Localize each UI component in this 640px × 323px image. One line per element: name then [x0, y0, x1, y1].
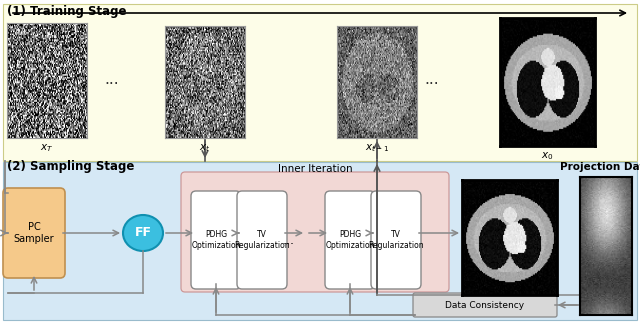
- FancyBboxPatch shape: [371, 191, 421, 289]
- Text: TV
Regularization: TV Regularization: [368, 230, 424, 250]
- Text: FF: FF: [134, 226, 152, 239]
- Text: ...: ...: [425, 72, 439, 88]
- Ellipse shape: [123, 215, 163, 251]
- Text: Inner Iteration: Inner Iteration: [278, 164, 352, 174]
- Text: (2) Sampling Stage: (2) Sampling Stage: [7, 160, 134, 173]
- Text: PDHG
Optimization: PDHG Optimization: [191, 230, 241, 250]
- FancyBboxPatch shape: [181, 172, 449, 292]
- Text: PDHG
Optimization: PDHG Optimization: [325, 230, 375, 250]
- Text: ...: ...: [105, 72, 119, 88]
- Text: Projection Data: Projection Data: [560, 162, 640, 172]
- FancyBboxPatch shape: [325, 191, 375, 289]
- FancyBboxPatch shape: [3, 4, 637, 161]
- Text: (1) Training Stage: (1) Training Stage: [7, 5, 127, 18]
- Text: ...: ...: [283, 234, 295, 246]
- Text: $x_T$: $x_T$: [40, 142, 54, 154]
- Text: TV
Regularization: TV Regularization: [234, 230, 290, 250]
- FancyBboxPatch shape: [3, 162, 637, 320]
- FancyBboxPatch shape: [413, 293, 557, 317]
- FancyBboxPatch shape: [3, 188, 65, 278]
- FancyBboxPatch shape: [191, 191, 241, 289]
- FancyBboxPatch shape: [237, 191, 287, 289]
- Text: Data Consistency: Data Consistency: [445, 300, 525, 309]
- Text: $x_t$: $x_t$: [199, 142, 211, 154]
- Text: PC
Sampler: PC Sampler: [13, 222, 54, 244]
- Text: $x_0$: $x_0$: [541, 150, 554, 162]
- Text: $x_{t-1}$: $x_{t-1}$: [365, 142, 389, 154]
